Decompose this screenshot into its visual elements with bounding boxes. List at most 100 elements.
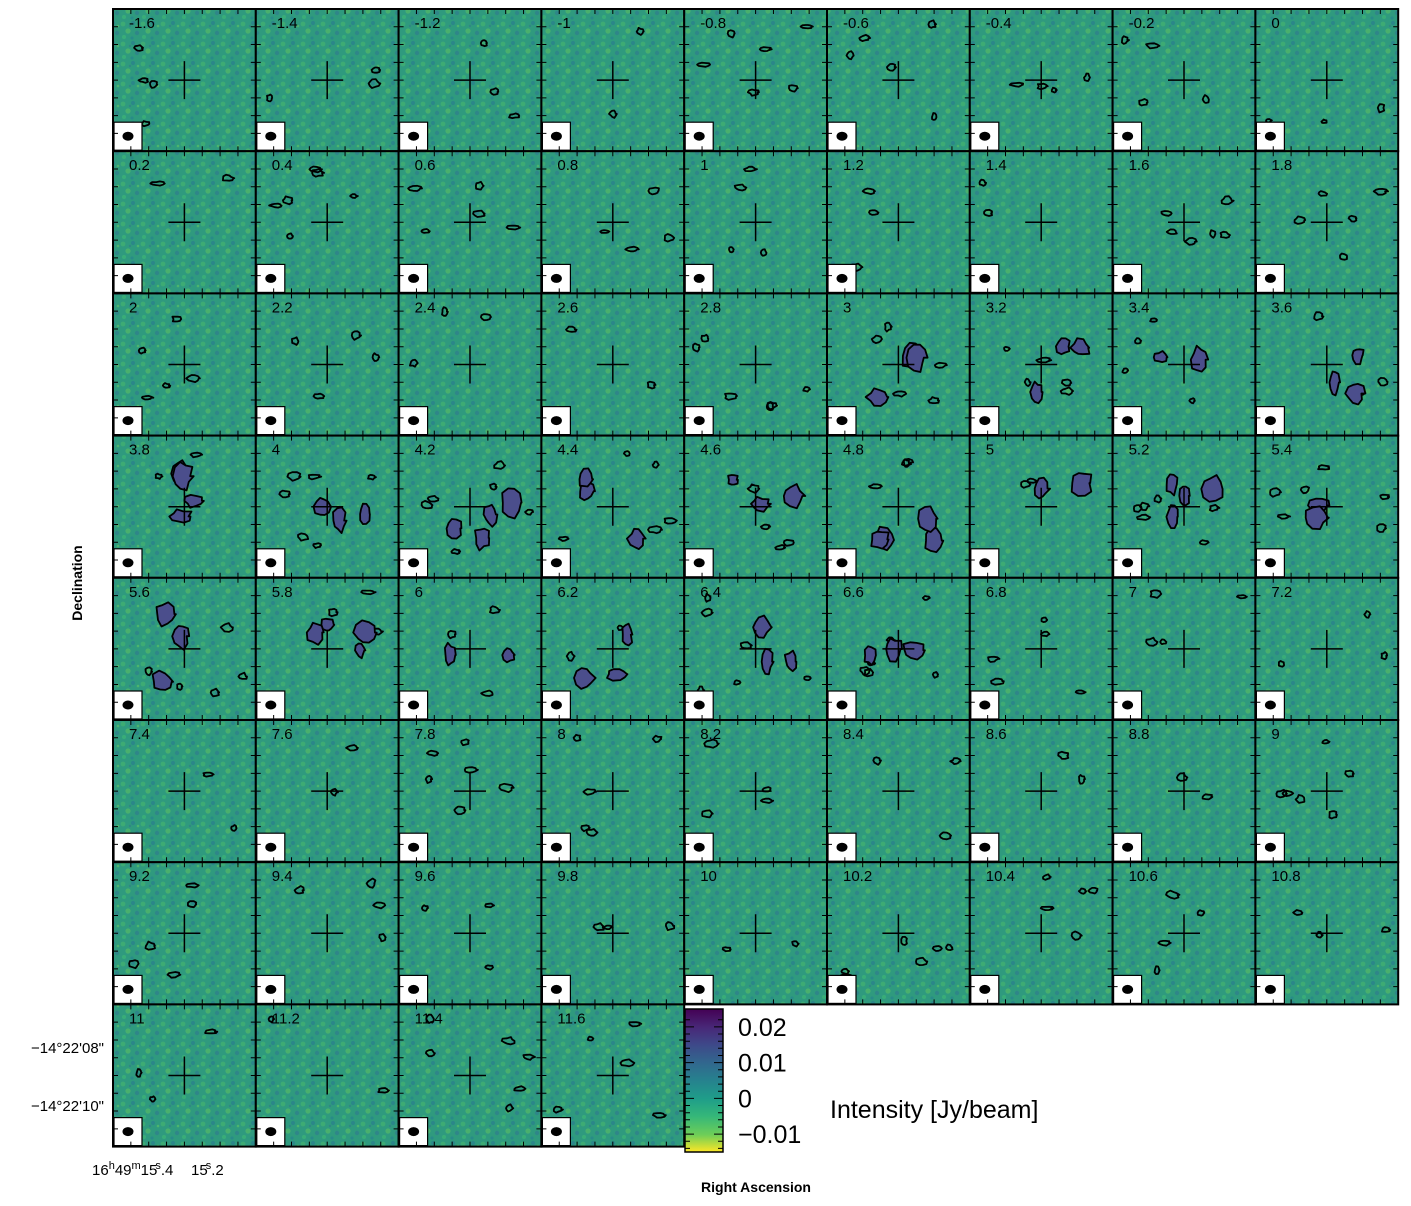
noise-contour [760, 797, 775, 804]
source-cross-marker [596, 345, 629, 384]
emission-contour [171, 461, 195, 492]
panel-ticks [398, 293, 542, 436]
beam-ellipse [550, 700, 562, 710]
noise-contour [128, 959, 140, 970]
noise-contour [1040, 616, 1049, 623]
emission-contour [501, 647, 516, 664]
beam-ellipse [1264, 842, 1276, 852]
noise-contour [1198, 539, 1210, 546]
beam-ellipse [122, 1127, 134, 1137]
channel-velocity-label: 10.4 [986, 868, 1015, 885]
channel-panel: 3.6 [1254, 292, 1400, 437]
channel-velocity-label: 4.8 [843, 442, 864, 459]
noise-contour [1059, 386, 1074, 396]
channel-velocity-label: 9.8 [557, 868, 578, 885]
noise-contour [647, 525, 663, 535]
noise-contour [350, 330, 362, 341]
panel-ticks [684, 9, 827, 152]
noise-contour [586, 1035, 595, 1042]
noise-contour [282, 195, 294, 206]
channel-velocity-label: 7.4 [129, 726, 150, 743]
channel-velocity-label: 10 [700, 868, 717, 885]
noise-contour [267, 1015, 276, 1024]
emission-contour [1328, 370, 1341, 397]
source-cross-marker [311, 487, 344, 526]
channel-panel: 5.2 [1111, 434, 1257, 579]
noise-contour [425, 1013, 435, 1024]
noise-contour [1087, 887, 1099, 895]
noise-contour [870, 334, 883, 344]
noise-contour [766, 401, 778, 411]
noise-contour [1160, 210, 1173, 217]
source-cross-marker [882, 772, 915, 811]
panel-ticks [113, 151, 256, 294]
channel-panel: 8.6 [968, 719, 1114, 864]
source-cross-marker [1310, 345, 1343, 384]
panel-ticks [398, 862, 542, 1005]
noise-contour [651, 460, 660, 469]
noise-contour [137, 77, 149, 84]
channel-velocity-label: 10.6 [1129, 868, 1158, 885]
panel-ticks [969, 293, 1113, 436]
noise-contour [463, 766, 479, 774]
noise-contour [219, 622, 234, 633]
source-cross-marker [739, 203, 772, 242]
source-cross-marker [1310, 61, 1343, 100]
noise-contour [1159, 638, 1168, 646]
source-cross-marker [739, 61, 772, 100]
emission-contour [727, 474, 739, 486]
panel-ticks [541, 151, 685, 294]
noise-contour [460, 738, 470, 747]
beam-ellipse [1264, 273, 1276, 283]
noise-contour [166, 971, 182, 979]
y-tick-label: −14°22'10" [31, 1098, 104, 1115]
channel-panel: 11.6 [540, 1003, 686, 1148]
noise-contour [493, 460, 506, 470]
noise-contour [360, 589, 377, 596]
source-cross-marker [882, 203, 915, 242]
noise-contour [1321, 739, 1331, 745]
panel-ticks [1112, 720, 1256, 863]
noise-contour [1236, 594, 1248, 600]
noise-contour [858, 34, 872, 42]
noise-contour [441, 306, 449, 317]
noise-contour [237, 671, 248, 680]
channel-velocity-label: 8.8 [1129, 726, 1150, 743]
beam-ellipse [1122, 842, 1134, 852]
noise-contour [149, 180, 166, 187]
noise-contour [915, 956, 929, 966]
panel-ticks [1112, 435, 1256, 578]
noise-contour [1201, 793, 1214, 801]
source-cross-marker [1025, 914, 1058, 953]
source-cross-marker [596, 203, 629, 242]
source-cross-marker [596, 914, 629, 953]
panel-ticks [255, 435, 399, 578]
panel-ticks [255, 151, 399, 294]
noise-contour [565, 325, 578, 333]
source-cross-marker [1310, 914, 1343, 953]
noise-contour [1149, 589, 1163, 599]
noise-contour [479, 39, 488, 48]
noise-contour [665, 921, 676, 932]
source-cross-marker [882, 487, 915, 526]
noise-contour [176, 682, 184, 691]
noise-contour [424, 775, 434, 784]
colorbar-tick-label: 0.01 [738, 1050, 787, 1078]
source-cross-marker [882, 345, 915, 384]
channel-velocity-label: 9.4 [272, 868, 293, 885]
source-cross-marker [168, 487, 201, 526]
beam-inset [113, 974, 143, 1005]
channel-velocity-label: 9 [1271, 726, 1279, 743]
beam-ellipse [408, 842, 420, 852]
emission-contour [870, 530, 890, 550]
noise-contour [133, 44, 144, 52]
channel-panel: 8.2 [683, 719, 829, 864]
beam-inset [256, 263, 286, 293]
noise-contour [1078, 774, 1086, 785]
noise-contour [1042, 873, 1052, 881]
noise-contour [1145, 42, 1161, 50]
noise-contour [700, 333, 710, 343]
colorbar-ticks [685, 1019, 723, 1149]
noise-contour [407, 184, 423, 192]
noise-contour [1165, 228, 1178, 235]
